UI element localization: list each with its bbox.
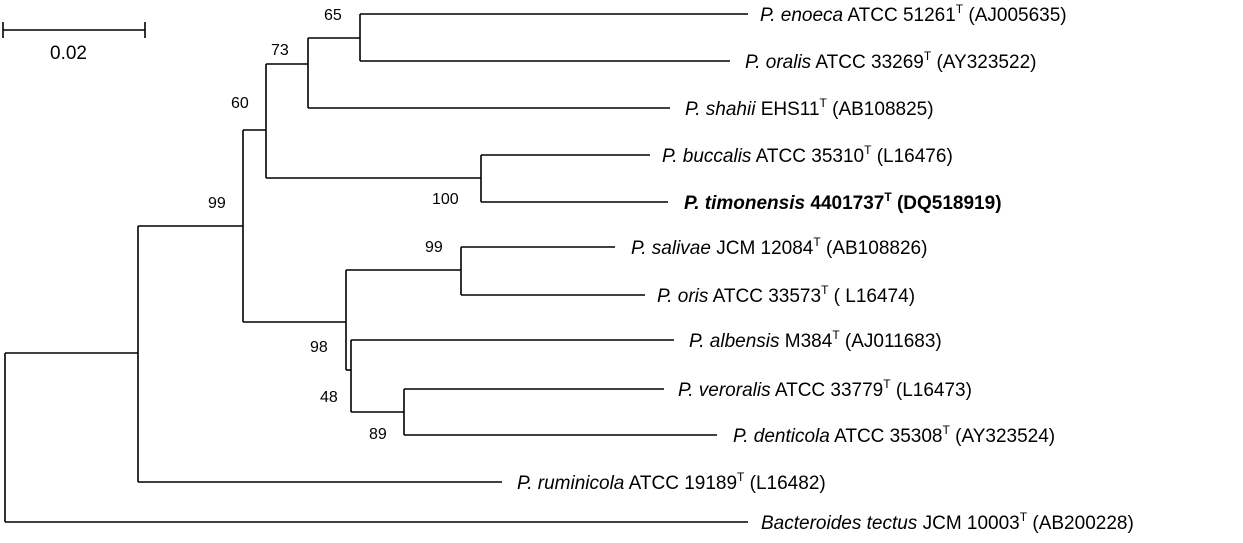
type-strain-mark: T [956, 2, 964, 16]
taxon-accession-salivae: (AB108826) [821, 238, 928, 259]
type-strain-mark: T [943, 423, 951, 437]
type-strain-mark: T [884, 190, 892, 204]
type-strain-mark: T [737, 470, 745, 484]
taxon-name-timonensis: P. timonensis [684, 193, 805, 214]
taxon-strain-buccalis: ATCC 35310 [751, 146, 864, 167]
scale-bar-label: 0.02 [50, 43, 87, 64]
taxon-name-oris: P. oris [657, 286, 709, 307]
type-strain-mark: T [832, 328, 840, 342]
taxon-label-ruminicola: P. ruminicola ATCC 19189T (L16482) [517, 470, 826, 494]
taxon-label-timonensis: P. timonensis 4401737T (DQ518919) [684, 190, 1002, 214]
bootstrap-buccalis-timonensis: 100 [432, 191, 459, 208]
type-strain-mark: T [883, 377, 891, 391]
type-strain-mark: T [821, 283, 829, 297]
bootstrap-shahii-clade: 73 [271, 42, 289, 59]
bootstrap-values: 65 73 60 100 99 99 98 48 89 [208, 7, 459, 443]
bootstrap-veroralis-denticola: 89 [369, 426, 387, 443]
type-strain-mark: T [924, 49, 932, 63]
taxon-strain-enoeca: ATCC 51261 [843, 5, 956, 26]
taxon-accession-oralis: (AY323522) [931, 52, 1036, 73]
taxon-strain-tectus: JCM 10003 [917, 513, 1019, 534]
taxon-strain-salivae: JCM 12084 [711, 238, 814, 259]
taxon-accession-buccalis: (L16476) [871, 146, 952, 167]
taxon-accession-veroralis: (L16473) [891, 380, 972, 401]
taxon-label-buccalis: P. buccalis ATCC 35310T (L16476) [662, 143, 953, 167]
taxon-strain-shahii: EHS11 [755, 99, 819, 120]
taxon-strain-oris: ATCC 33573 [708, 286, 821, 307]
taxon-labels: P. enoeca ATCC 51261T (AJ005635) P. oral… [517, 2, 1134, 534]
taxon-name-salivae: P. salivae [631, 238, 711, 259]
tree-branches [4, 13, 748, 523]
taxon-strain-timonensis: 4401737 [805, 193, 884, 214]
taxon-label-oris: P. oris ATCC 33573T ( L16474) [657, 283, 915, 307]
bootstrap-enoeca-oralis: 65 [324, 7, 342, 24]
taxon-accession-albensis: (AJ011683) [840, 331, 942, 352]
bootstrap-ingroup: 99 [208, 195, 226, 212]
taxon-label-salivae: P. salivae JCM 12084T (AB108826) [631, 235, 927, 259]
taxon-name-shahii: P. shahii [685, 99, 756, 120]
bootstrap-veroralis-clade: 48 [320, 389, 338, 406]
taxon-accession-ruminicola: (L16482) [744, 473, 825, 494]
taxon-label-denticola: P. denticola ATCC 35308T (AY323524) [733, 423, 1055, 447]
type-strain-mark: T [813, 235, 821, 249]
taxon-name-veroralis: P. veroralis [678, 380, 771, 401]
taxon-name-enoeca: P. enoeca [760, 5, 843, 26]
bootstrap-buccalis-clade: 60 [231, 95, 249, 112]
taxon-accession-oris: ( L16474) [828, 286, 915, 307]
taxon-accession-timonensis: (DQ518919) [892, 193, 1002, 214]
taxon-accession-tectus: (AB200228) [1027, 513, 1134, 534]
taxon-name-ruminicola: P. ruminicola [517, 473, 624, 494]
taxon-name-tectus: Bacteroides tectus [761, 513, 918, 534]
taxon-label-albensis: P. albensis M384T (AJ011683) [689, 328, 942, 352]
taxon-strain-denticola: ATCC 35308 [830, 426, 943, 447]
taxon-name-oralis: P. oralis [745, 52, 812, 73]
scale-bar: 0.02 [2, 22, 146, 64]
taxon-name-buccalis: P. buccalis [662, 146, 752, 167]
taxon-accession-enoeca: (AJ005635) [963, 5, 1067, 26]
taxon-name-denticola: P. denticola [733, 426, 830, 447]
taxon-strain-ruminicola: ATCC 19189 [624, 473, 737, 494]
taxon-strain-oralis: ATCC 33269 [811, 52, 924, 73]
taxon-label-shahii: P. shahii EHS11T (AB108825) [685, 96, 934, 120]
taxon-strain-veroralis: ATCC 33779 [771, 380, 884, 401]
bootstrap-salivae-oris: 99 [425, 239, 443, 256]
type-strain-mark: T [864, 143, 872, 157]
taxon-label-enoeca: P. enoeca ATCC 51261T (AJ005635) [760, 2, 1067, 26]
type-strain-mark: T [820, 96, 828, 110]
taxon-label-oralis: P. oralis ATCC 33269T (AY323522) [745, 49, 1036, 73]
taxon-strain-albensis: M384 [780, 331, 833, 352]
type-strain-mark: T [1020, 510, 1028, 524]
taxon-accession-denticola: (AY323524) [950, 426, 1055, 447]
taxon-name-albensis: P. albensis [689, 331, 780, 352]
taxon-accession-shahii: (AB108825) [827, 99, 934, 120]
taxon-label-tectus: Bacteroides tectus JCM 10003T (AB200228) [761, 510, 1134, 534]
bootstrap-albensis-clade: 98 [310, 339, 328, 356]
taxon-label-veroralis: P. veroralis ATCC 33779T (L16473) [678, 377, 972, 401]
